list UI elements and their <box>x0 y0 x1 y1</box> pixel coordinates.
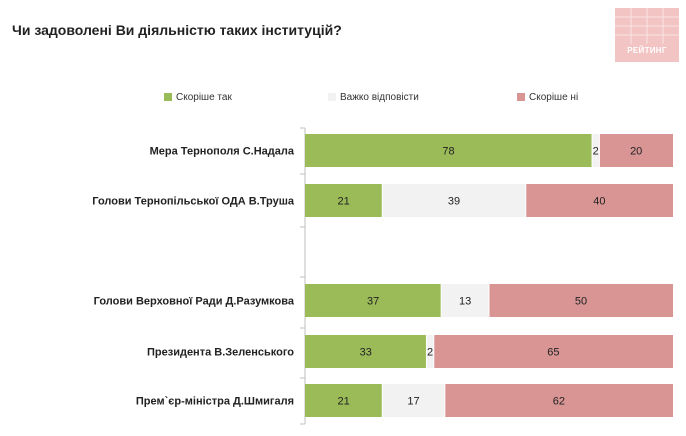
value-label-yes-0: 78 <box>442 146 454 158</box>
bar-no-4 <box>444 384 673 417</box>
value-label-hard-1: 39 <box>448 196 460 208</box>
chart-title: Чи задоволені Ви діяльністю таких інстит… <box>12 22 342 38</box>
bar-hard-2 <box>441 284 489 317</box>
value-label-yes-4: 21 <box>338 396 350 408</box>
category-label-1: Голови Тернопільської ОДА В.Труша <box>92 196 295 208</box>
value-label-hard-3: 2 <box>427 347 433 359</box>
legend-label-hard: Важко відповісти <box>340 91 419 103</box>
bar-yes-0 <box>305 134 593 167</box>
legend-item-hard: Важко відповісти <box>328 91 419 103</box>
value-label-yes-2: 37 <box>367 296 379 308</box>
bar-hard-0 <box>592 134 600 167</box>
bar-no-3 <box>433 335 673 368</box>
bar-yes-1 <box>305 184 383 217</box>
category-label-0: Мера Тернополя С.Надала <box>150 146 295 158</box>
value-label-no-2: 50 <box>575 296 587 308</box>
bar-yes-2 <box>305 284 442 317</box>
value-label-no-4: 62 <box>553 396 565 408</box>
logo-grid-pattern <box>615 8 679 44</box>
bar-no-1 <box>525 184 673 217</box>
value-label-hard-0: 2 <box>593 146 599 158</box>
legend-label-no: Скоріше ні <box>529 91 579 103</box>
bar-yes-4 <box>305 384 383 417</box>
logo-text: РЕЙТИНГ <box>627 46 667 55</box>
legend-swatch-yes <box>164 93 172 101</box>
bar-no-2 <box>489 284 673 317</box>
category-label-3: Президента В.Зеленського <box>147 347 294 359</box>
bar-no-0 <box>599 134 673 167</box>
bar-hard-1 <box>382 184 526 217</box>
legend-item-yes: Скоріше так <box>164 91 232 103</box>
value-label-yes-3: 33 <box>360 347 372 359</box>
category-label-4: Прем`єр-міністра Д.Шмигаля <box>136 396 294 408</box>
value-label-hard-2: 13 <box>459 296 471 308</box>
rating-logo: РЕЙТИНГ <box>615 8 679 62</box>
bar-hard-4 <box>382 384 445 417</box>
legend-swatch-no <box>517 93 525 101</box>
legend-swatch-hard <box>328 93 336 101</box>
value-label-no-0: 20 <box>630 146 642 158</box>
legend-item-no: Скоріше ні <box>517 91 578 103</box>
value-label-no-1: 40 <box>593 196 605 208</box>
bar-hard-3 <box>426 335 434 368</box>
bar-yes-3 <box>305 335 427 368</box>
value-label-hard-4: 17 <box>407 396 419 408</box>
legend-label-yes: Скоріше так <box>176 91 232 103</box>
value-label-yes-1: 21 <box>338 196 350 208</box>
category-label-2: Голови Верховної Ради Д.Разумкова <box>94 296 295 308</box>
value-label-no-3: 65 <box>547 347 559 359</box>
